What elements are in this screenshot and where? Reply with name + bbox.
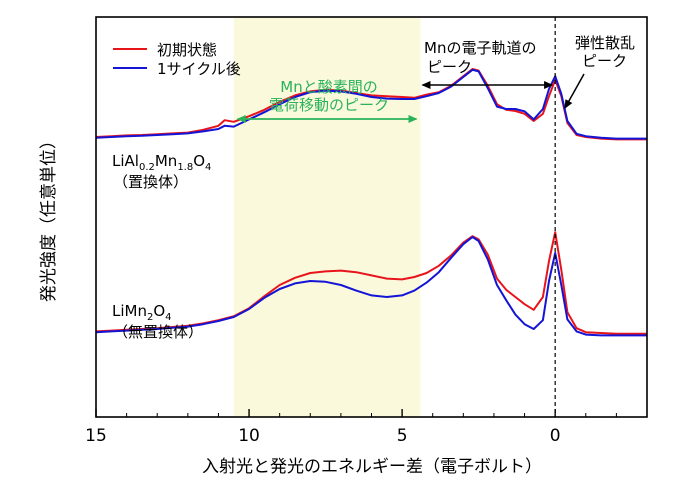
sample2-formula: LiMn2O4 <box>112 302 172 323</box>
sample1-note: （置換体） <box>113 173 188 191</box>
legend-label-after-cycle: 1サイクル後 <box>157 60 241 78</box>
annotation-mn-orbital-1: Mnの電子軌道の <box>424 39 536 57</box>
legend-label-initial: 初期状態 <box>157 41 217 59</box>
sample2-note: （無置換体） <box>113 323 203 341</box>
x-axis-ticks: 15 10 5 0 <box>85 409 648 446</box>
y-axis-label: 発光強度（任意単位） <box>39 132 59 302</box>
charge-transfer-region <box>233 17 421 417</box>
annotation-elastic-2: ピーク <box>582 52 627 70</box>
x-tick-label-0: 0 <box>550 426 561 446</box>
annotation-mn-orbital-2: ピーク <box>427 58 472 76</box>
x-tick-label-10: 10 <box>238 426 260 446</box>
x-tick-label-15: 15 <box>85 426 107 446</box>
legend: 初期状態 1サイクル後 <box>113 41 241 78</box>
annotation-charge-transfer-2: 電荷移動のピーク <box>269 96 389 114</box>
annotation-charge-transfer-1: Mnと酸素間の <box>280 78 377 96</box>
sample1-formula: LiAl0.2Mn1.8O4 <box>112 152 211 173</box>
elastic-arrow <box>564 73 585 109</box>
series-line-2 <box>95 68 647 140</box>
series-lines <box>95 68 647 337</box>
x-axis-label: 入射光と発光のエネルギー差（電子ボルト） <box>202 457 542 477</box>
x-tick-label-5: 5 <box>397 426 408 446</box>
annotation-elastic-1: 弾性散乱 <box>575 34 635 52</box>
series-line-4 <box>95 236 647 337</box>
